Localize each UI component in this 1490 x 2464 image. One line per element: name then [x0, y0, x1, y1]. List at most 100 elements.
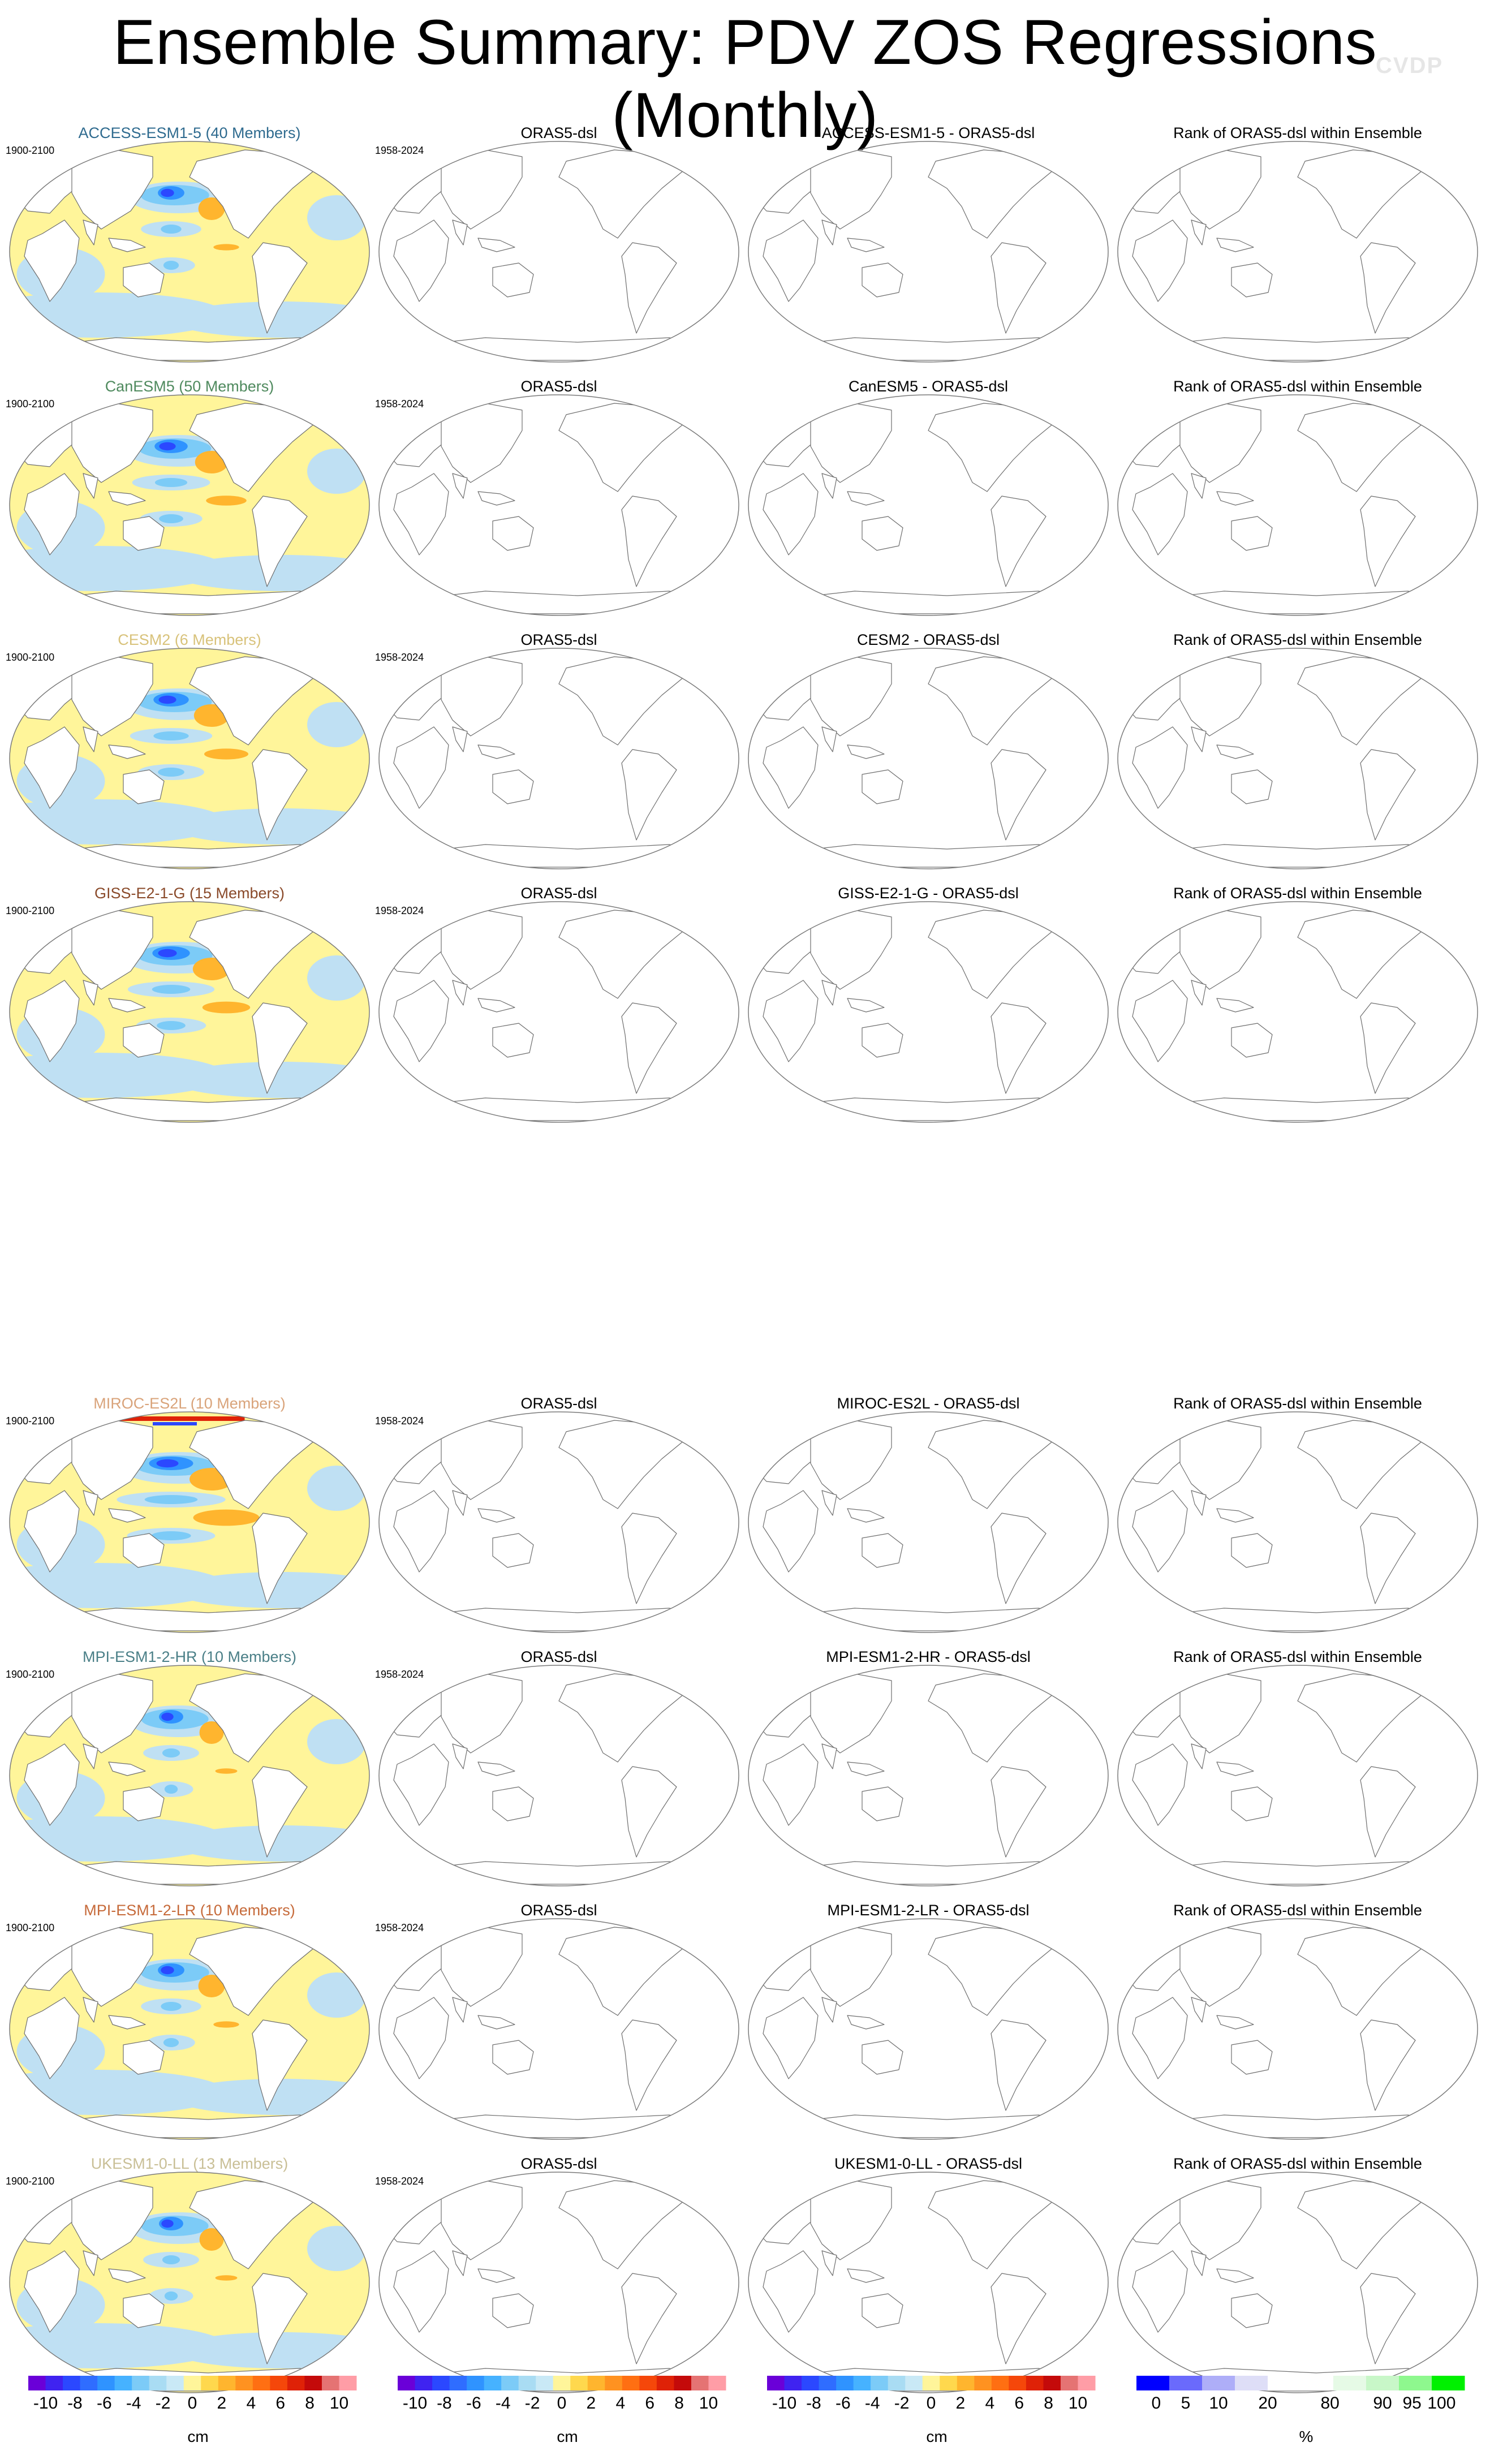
- map-1-0-diff: [748, 1411, 1109, 1633]
- panel-title: Rank of ORAS5-dsl within Ensemble: [1173, 124, 1422, 141]
- land-india: [821, 473, 837, 499]
- land-africa: [1132, 1490, 1188, 1573]
- land-australia: [492, 769, 534, 804]
- land-antarctica: [35, 2114, 348, 2138]
- land-antarctica: [404, 591, 718, 614]
- land-africa: [1132, 726, 1188, 809]
- map-panel-obs: ORAS5-dsl 1958-2024: [375, 2155, 743, 2404]
- land-australia: [123, 769, 165, 804]
- land-indonesia: [847, 744, 885, 759]
- land-samerica: [991, 1002, 1047, 1094]
- land-greenland: [1415, 907, 1445, 927]
- colorbar-tick-label: -8: [437, 2394, 452, 2413]
- land-asia: [1179, 1673, 1261, 1754]
- colorbar-swatch: [1026, 2376, 1044, 2390]
- land-australia: [492, 516, 534, 551]
- land-samerica: [991, 2019, 1047, 2111]
- map-0-0-diff: [748, 141, 1109, 363]
- colorbar-swatch: [1060, 2376, 1078, 2390]
- land-india: [452, 980, 468, 1006]
- land-samerica: [252, 496, 308, 587]
- land-greenland: [307, 400, 337, 420]
- panel-period: 1900-2100: [6, 1922, 55, 1933]
- land-india: [452, 2250, 468, 2276]
- land-india: [83, 2250, 98, 2276]
- land-antarctica: [35, 337, 348, 361]
- map-panel-model: MPI-ESM1-2-LR (10 Members) 1900-2100: [6, 1902, 373, 2151]
- land-australia: [1231, 1023, 1273, 1058]
- panel-period: 1900-2100: [6, 145, 55, 156]
- land-samerica: [991, 242, 1047, 334]
- land-australia: [1231, 2040, 1273, 2075]
- land-africa: [393, 219, 449, 302]
- colorbar-tick-label: -10: [403, 2394, 427, 2413]
- land-antarctica: [404, 1608, 718, 1631]
- panel-period: 1900-2100: [6, 398, 55, 410]
- land-samerica: [621, 242, 677, 334]
- land-samerica: [991, 749, 1047, 841]
- land-india: [1191, 1490, 1207, 1516]
- map-panel-rank: Rank of ORAS5-dsl within Ensemble: [1114, 631, 1482, 880]
- colorbar-swatch: [252, 2376, 270, 2390]
- land-greenland: [1045, 147, 1076, 166]
- land-indonesia: [1216, 491, 1254, 506]
- panel-title: UKESM1-0-LL - ORAS5-dsl: [834, 2155, 1023, 2172]
- colorbar-swatch: [1300, 2376, 1334, 2390]
- land-indonesia: [1216, 238, 1254, 252]
- land-samerica: [1360, 1766, 1416, 1858]
- colorbar-swatch: [974, 2376, 992, 2390]
- land-india: [821, 1490, 837, 1516]
- colorbar-swatch: [853, 2376, 871, 2390]
- land-indonesia: [847, 2268, 885, 2283]
- colorbar-swatch: [518, 2376, 536, 2390]
- map-panel-diff: MIROC-ES2L - ORAS5-dsl: [744, 1395, 1112, 1644]
- land-asia: [1179, 1420, 1261, 1500]
- map-0-2-rank: [1117, 648, 1478, 869]
- land-africa: [1132, 219, 1188, 302]
- colorbar-swatch: [957, 2376, 975, 2390]
- land-greenland: [676, 907, 707, 927]
- map-panel-model: MPI-ESM1-2-HR (10 Members) 1900-2100: [6, 1648, 373, 1897]
- colorbar-swatch: [1009, 2376, 1027, 2390]
- colorbar-swatch: [149, 2376, 167, 2390]
- colorbar-tick-label: 2: [587, 2394, 596, 2413]
- land-antarctica: [35, 1608, 348, 1631]
- map-panel-model: MIROC-ES2L (10 Members) 1900-2100: [6, 1395, 373, 1644]
- land-antarctica: [1143, 1861, 1457, 1885]
- colorbar-tick-label: 5: [1181, 2394, 1191, 2413]
- map-panel-model: CESM2 (6 Members) 1900-2100: [6, 631, 373, 880]
- land-indonesia: [108, 238, 146, 252]
- land-samerica: [621, 2019, 677, 2111]
- colorbar-tick-label: 4: [246, 2394, 256, 2413]
- colorbar-tick-label: -2: [894, 2394, 910, 2413]
- land-africa: [763, 1490, 819, 1573]
- land-africa: [763, 473, 819, 555]
- colorbar-swatch: [1202, 2376, 1235, 2390]
- land-africa: [763, 2250, 819, 2333]
- colorbar-swatch: [287, 2376, 305, 2390]
- land-asia: [810, 1927, 892, 2007]
- land-africa: [24, 219, 80, 302]
- land-greenland: [676, 400, 707, 420]
- panel-title: Rank of ORAS5-dsl within Ensemble: [1173, 2155, 1422, 2172]
- land-antarctica: [404, 1097, 718, 1121]
- land-africa: [1132, 980, 1188, 1062]
- colorbar-tick-label: 8: [1044, 2394, 1053, 2413]
- land-asia: [441, 1927, 523, 2007]
- colorbar-tick-label: 0: [557, 2394, 567, 2413]
- land-samerica: [252, 1766, 308, 1858]
- colorbar-tick-label: 0: [927, 2394, 936, 2413]
- colorbar-units: %: [1299, 2428, 1314, 2445]
- land-samerica: [252, 1002, 308, 1094]
- land-antarctica: [1143, 844, 1457, 868]
- land-asia: [441, 910, 523, 990]
- land-africa: [393, 473, 449, 555]
- land-africa: [24, 980, 80, 1062]
- colorbar-units: cm: [557, 2428, 578, 2445]
- panel-period: 1958-2024: [375, 2176, 424, 2187]
- colorbar-tick-label: -10: [33, 2394, 58, 2413]
- panel-period: 1958-2024: [375, 398, 424, 410]
- land-samerica: [621, 749, 677, 841]
- land-india: [821, 1997, 837, 2023]
